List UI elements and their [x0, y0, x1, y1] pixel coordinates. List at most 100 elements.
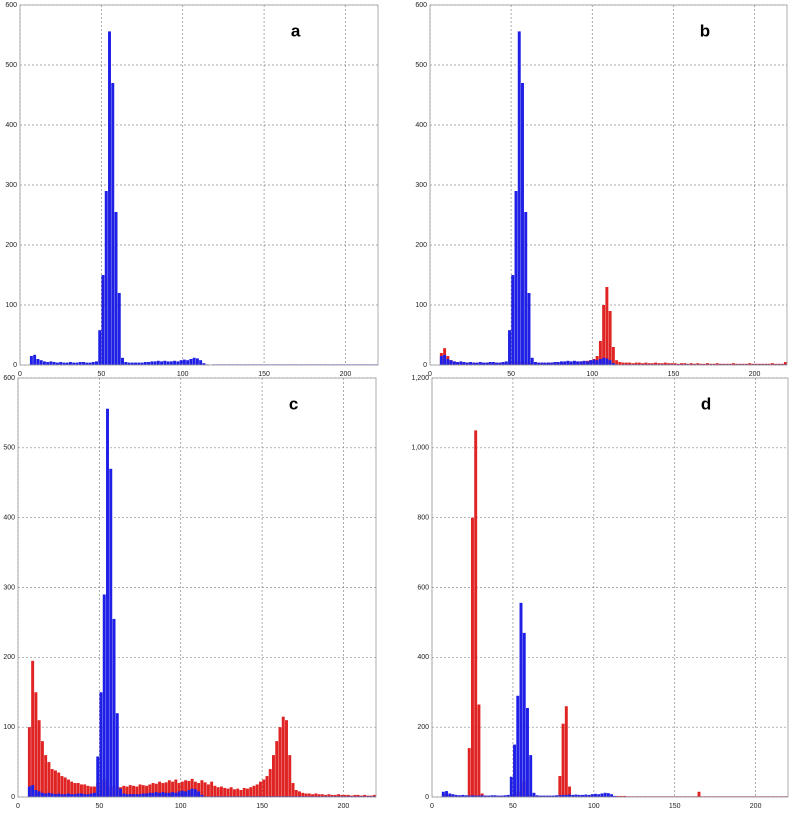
bar — [187, 780, 191, 797]
bar — [618, 362, 622, 365]
bar — [605, 358, 609, 365]
bar — [158, 792, 162, 797]
bar — [27, 727, 31, 797]
bar — [53, 770, 57, 797]
bar — [574, 794, 578, 797]
bar — [262, 779, 266, 797]
plot-frame — [429, 4, 788, 366]
bar — [174, 779, 178, 797]
bar — [104, 191, 108, 365]
bar — [50, 769, 54, 797]
bar — [477, 795, 481, 797]
bar — [474, 795, 478, 797]
x-tick-label: 200 — [338, 803, 350, 810]
bar — [34, 790, 38, 797]
bar — [132, 785, 136, 797]
bar — [448, 793, 452, 797]
x-tick-label: 50 — [509, 803, 517, 810]
bar — [603, 792, 607, 797]
bar — [616, 795, 620, 797]
bar — [350, 795, 354, 797]
bar — [522, 632, 526, 797]
bar — [73, 783, 77, 797]
bar — [164, 782, 168, 797]
bar — [60, 794, 64, 797]
bar — [171, 781, 175, 797]
bar — [613, 795, 617, 797]
bar — [731, 363, 735, 365]
x-tick-label: 200 — [749, 371, 761, 378]
bar — [441, 791, 445, 797]
bar — [615, 360, 619, 365]
bar — [125, 794, 129, 797]
bar — [179, 360, 183, 365]
bar — [538, 795, 542, 797]
bar — [514, 191, 518, 365]
bar — [62, 362, 66, 365]
bar — [628, 362, 632, 365]
bar — [524, 212, 528, 365]
bar — [128, 785, 132, 797]
bar — [372, 794, 376, 797]
bar — [177, 783, 181, 797]
bar — [511, 275, 515, 365]
bar — [135, 786, 139, 797]
bar — [63, 794, 67, 797]
bar — [647, 363, 651, 365]
x-tick-label: 150 — [258, 371, 270, 378]
bar — [167, 780, 171, 797]
panel: 0 100 200 300 400 500 600 0 50 100 150 200 b — [415, 2, 788, 378]
bar — [366, 795, 370, 797]
x-tick-label: 200 — [340, 371, 352, 378]
bar — [585, 361, 589, 365]
bar — [543, 362, 547, 365]
y-tick-label: 400 — [3, 515, 15, 522]
bar — [63, 777, 67, 797]
bar — [216, 787, 220, 797]
bar — [611, 363, 615, 365]
bar — [60, 776, 64, 797]
bar — [223, 787, 227, 797]
bar — [174, 792, 178, 797]
y-tick-label: 400 — [5, 122, 17, 129]
bar — [134, 362, 138, 365]
bar — [197, 783, 201, 797]
bar — [199, 360, 203, 365]
bar — [203, 782, 207, 797]
bar — [452, 361, 456, 365]
bar — [566, 360, 570, 365]
bar — [132, 794, 136, 797]
bar — [517, 31, 521, 366]
bar — [153, 361, 157, 365]
bar — [52, 362, 56, 365]
bar — [451, 794, 455, 797]
bar — [29, 356, 33, 365]
y-tick-label: 800 — [417, 515, 429, 522]
bar — [534, 362, 537, 365]
bar — [529, 755, 533, 797]
bar — [568, 786, 572, 797]
y-tick-label: 0 — [13, 362, 17, 369]
bar — [298, 791, 301, 797]
bar — [72, 362, 76, 365]
y-tick-label: 400 — [417, 654, 429, 661]
bar — [79, 784, 83, 797]
panel-label: c — [289, 394, 298, 413]
bar — [122, 785, 126, 797]
bar — [86, 794, 90, 797]
bar — [644, 362, 648, 365]
y-tick-label: 600 — [417, 584, 429, 591]
bar — [592, 359, 596, 365]
bar — [114, 212, 118, 365]
bar — [98, 330, 102, 365]
bar — [68, 362, 72, 365]
bar — [590, 794, 594, 797]
bar — [102, 594, 106, 797]
bar — [564, 706, 568, 797]
bar — [467, 748, 471, 797]
bar — [88, 362, 92, 365]
bar — [467, 795, 471, 797]
bar — [81, 362, 85, 365]
